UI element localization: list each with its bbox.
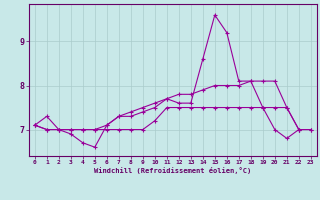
X-axis label: Windchill (Refroidissement éolien,°C): Windchill (Refroidissement éolien,°C): [94, 167, 252, 174]
